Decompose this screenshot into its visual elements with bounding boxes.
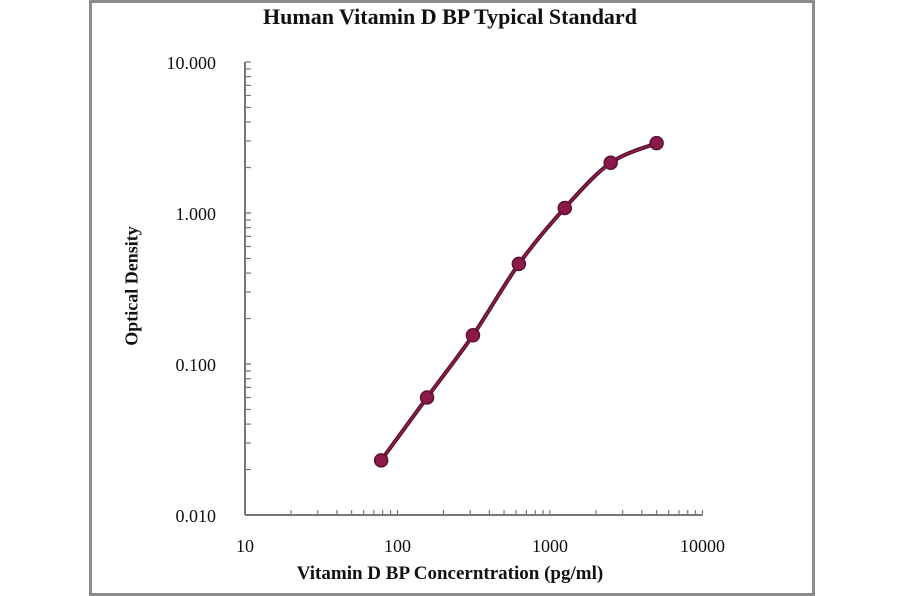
curve-line bbox=[379, 141, 658, 462]
y-tick-label: 10.000 bbox=[167, 53, 217, 73]
axes bbox=[244, 61, 704, 516]
x-tick-label: 10 bbox=[236, 536, 254, 556]
data-point-marker bbox=[465, 328, 481, 343]
x-tick-label: 100 bbox=[384, 536, 411, 556]
data-point-marker bbox=[603, 155, 618, 171]
y-tick-label: 1.000 bbox=[176, 204, 217, 224]
data-point-marker bbox=[649, 135, 664, 151]
tick-labels: 10 100 1000 10000 0.010 0.100 1.000 10.000 bbox=[167, 53, 726, 556]
data-point-marker bbox=[419, 390, 435, 405]
y-tick-label: 0.010 bbox=[176, 506, 217, 526]
y-tick-label: 0.100 bbox=[176, 355, 217, 375]
x-tick-label: 1000 bbox=[532, 536, 568, 556]
x-tick-label: 10000 bbox=[680, 536, 725, 556]
x-axis-label: Vitamin D BP Concerntration (pg/ml) bbox=[296, 563, 604, 584]
data-point-marker bbox=[373, 453, 389, 468]
data-point-marker bbox=[557, 200, 573, 216]
chart-title: Human Vitamin D BP Typical Standard bbox=[263, 4, 637, 29]
data-point-marker bbox=[511, 256, 527, 272]
chart-frame bbox=[89, 0, 815, 596]
curve-line-inner bbox=[380, 142, 657, 461]
data-series bbox=[373, 135, 664, 468]
